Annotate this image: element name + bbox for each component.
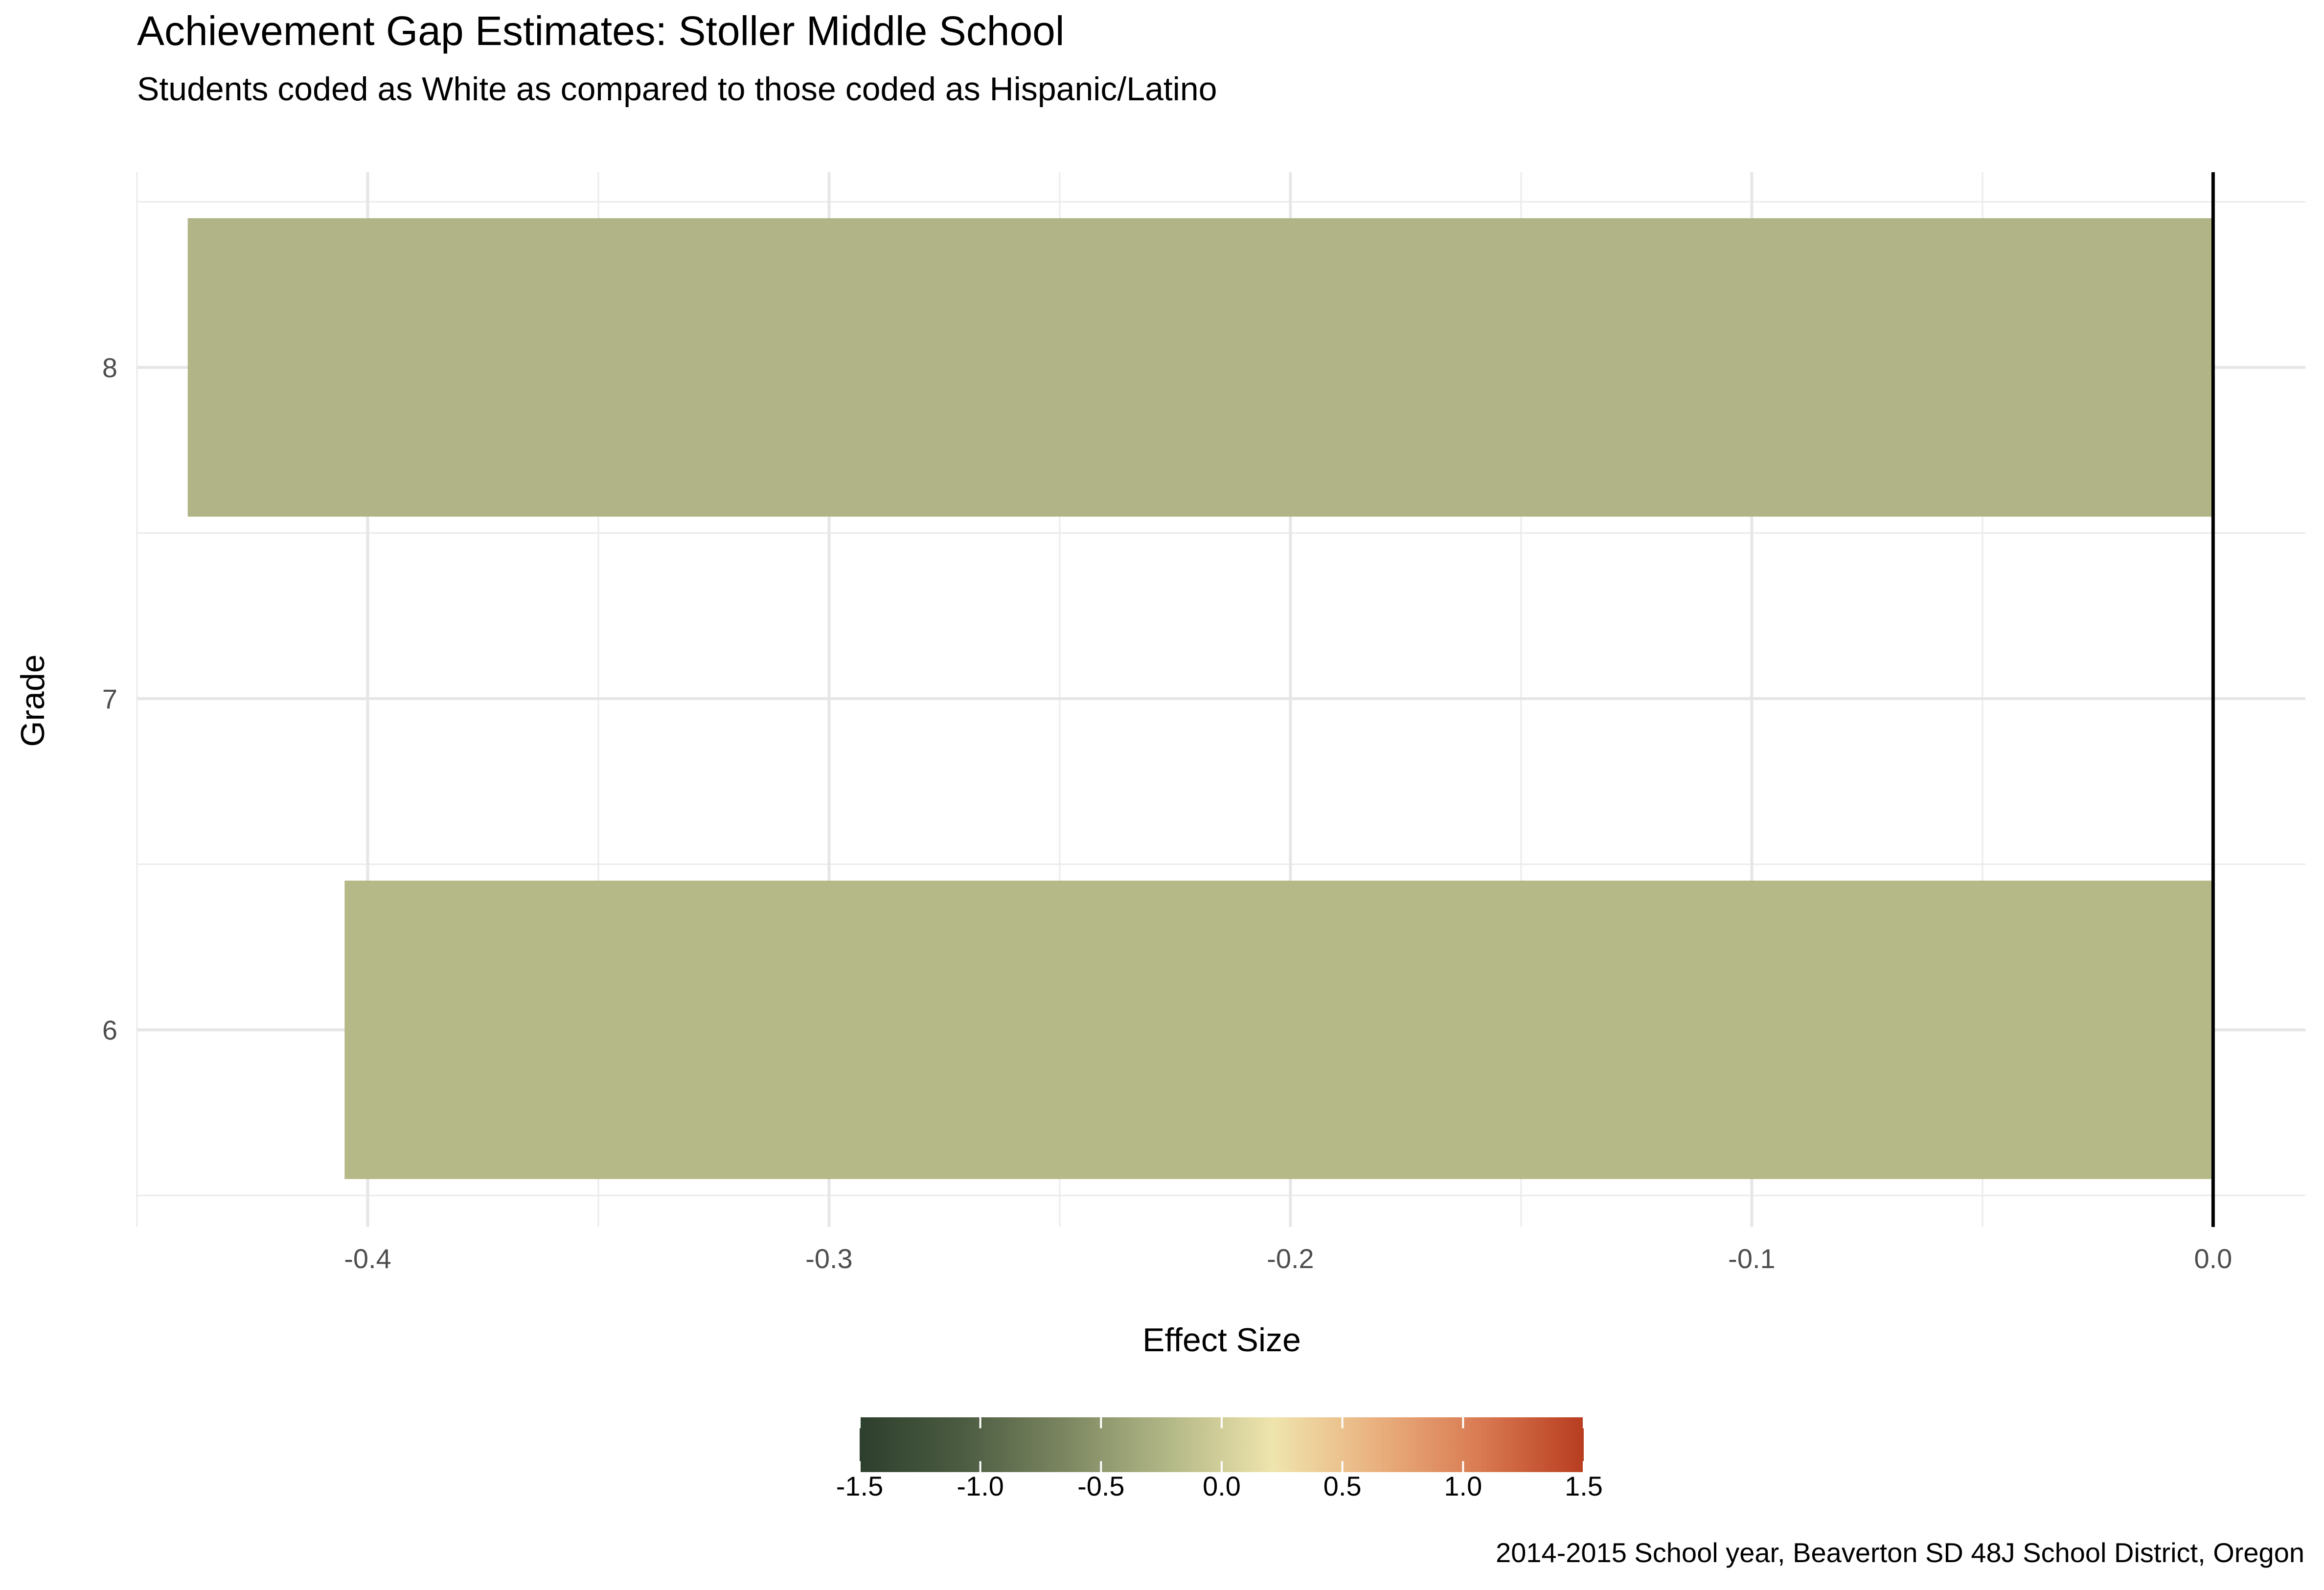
x-tick-labels: -0.4 -0.3 -0.2 -0.1 0.0 xyxy=(344,1243,2232,1274)
x-tick-label: 0.0 xyxy=(2194,1243,2232,1274)
chart-subtitle: Students coded as White as compared to t… xyxy=(137,70,1217,108)
colorbar-tick-label: 0.5 xyxy=(1323,1471,1362,1501)
bar-grade-6 xyxy=(344,881,2213,1179)
colorbar-tick-label: -0.5 xyxy=(1077,1471,1125,1501)
chart-title: Achievement Gap Estimates: Stoller Middl… xyxy=(137,8,1065,54)
x-tick-label: -0.1 xyxy=(1728,1243,1776,1274)
bar-grade-8 xyxy=(187,218,2213,517)
bars xyxy=(187,218,2215,1179)
x-axis-label: Effect Size xyxy=(1142,1321,1301,1359)
colorbar-tick-label: 1.0 xyxy=(1444,1471,1482,1501)
x-tick-label: -0.4 xyxy=(344,1243,391,1274)
x-tick-label: -0.3 xyxy=(805,1243,853,1274)
colorbar-tick-label: 1.5 xyxy=(1565,1471,1603,1501)
colorbar-ticks xyxy=(859,1417,1585,1472)
colorbar-tick-labels: -1.5 -1.0 -0.5 0.0 0.5 1.0 1.5 xyxy=(836,1471,1603,1501)
y-tick-label: 8 xyxy=(102,352,117,383)
colorbar-tick-label: 0.0 xyxy=(1203,1471,1241,1501)
y-tick-labels: 6 7 8 xyxy=(102,352,117,1045)
y-tick-label: 6 xyxy=(102,1015,117,1045)
colorbar-tick-label: -1.5 xyxy=(836,1471,884,1501)
x-tick-label: -0.2 xyxy=(1267,1243,1314,1274)
y-axis-label: Grade xyxy=(14,655,51,747)
y-tick-label: 7 xyxy=(102,683,117,714)
colorbar-legend: -1.5 -1.0 -0.5 0.0 0.5 1.0 1.5 xyxy=(836,1417,1603,1501)
colorbar-tick-label: -1.0 xyxy=(957,1471,1004,1501)
caption: 2014-2015 School year, Beaverton SD 48J … xyxy=(1496,1537,2304,1568)
